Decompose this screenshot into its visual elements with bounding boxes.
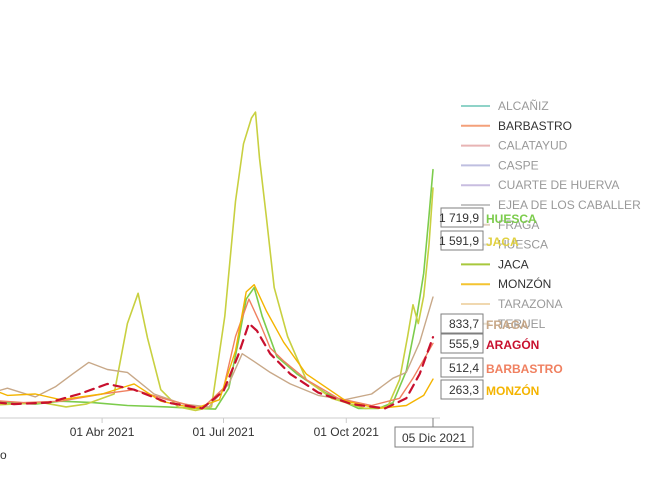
series-line-monzon <box>0 284 434 410</box>
callout-value: 512,4 <box>449 361 479 375</box>
legend-item-huesca: HUESCA <box>498 238 548 252</box>
callout-box <box>440 207 484 228</box>
legend-item-jaca: JACA <box>498 257 529 271</box>
series-line-barbastro <box>0 298 434 410</box>
series-line-jaca <box>0 111 434 412</box>
callout-value: 1 591,9 <box>439 234 479 248</box>
legend-item-calatayud: CALATAYUD <box>498 139 568 153</box>
callout-value: 833,7 <box>449 317 479 331</box>
cursor-box <box>394 426 474 448</box>
callout-aragon: 555,9 ARAGÓN <box>440 333 539 354</box>
callout-barbastro: 512,4 BARBASTRO <box>440 357 563 378</box>
bottom-left-fragment: o <box>0 448 7 462</box>
series-line-fraga <box>0 296 434 408</box>
callout-box <box>440 313 484 334</box>
legend-item-teruel: TERUEL <box>498 317 546 331</box>
x-tick-label: 01 Abr 2021 <box>70 425 135 439</box>
legend-item-cuarte-de-huerva: CUARTE DE HUERVA <box>498 178 619 192</box>
x-tick-label: 01 Jul 2021 <box>192 425 254 439</box>
callout-name: FRAGA <box>486 318 529 332</box>
legend-item-fraga: FRAGA <box>498 218 539 232</box>
callout-monzon: 263,3 MONZÓN <box>440 379 539 400</box>
x-axis: 01 Abr 2021 01 Jul 2021 01 Oct 2021 <box>0 417 440 439</box>
legend: ALCAÑIZ BARBASTRO CALATAYUD CASPE CUARTE DE … <box>461 99 641 331</box>
callout-name: ARAGÓN <box>486 337 539 352</box>
legend-item-caspe: CASPE <box>498 158 539 172</box>
callout-huesca: 1 719,9 HUESCA <box>439 207 537 228</box>
date-cursor: 05 Dic 2021 <box>394 418 474 448</box>
callout-value: 263,3 <box>449 383 479 397</box>
callout-name: MONZÓN <box>486 383 539 398</box>
legend-item-monzon: MONZÓN <box>498 276 551 291</box>
callout-box <box>440 230 484 251</box>
plot-area <box>0 111 435 412</box>
callout-fraga: 833,7 FRAGA <box>440 313 529 334</box>
callout-box <box>440 379 484 400</box>
legend-item-alcaniz: ALCAÑIZ <box>498 99 549 113</box>
end-value-callouts: 1 719,9 HUESCA 1 591,9 JACA 833,7 FRAGA 555,9 A… <box>439 207 563 400</box>
legend-item-ejea-de-los-caballer: EJEA DE LOS CABALLER <box>498 198 641 212</box>
callout-name: BARBASTRO <box>486 362 563 376</box>
callout-value: 555,9 <box>449 337 479 351</box>
legend-item-barbastro: BARBASTRO <box>498 119 572 133</box>
series-line-aragon <box>0 322 435 410</box>
legend-item-tarazona: TARAZONA <box>498 297 562 311</box>
callout-name: HUESCA <box>486 212 537 226</box>
callout-value: 1 719,9 <box>439 211 479 225</box>
callout-jaca: 1 591,9 JACA <box>439 230 519 251</box>
callout-name: JACA <box>486 235 519 249</box>
callout-box <box>440 357 484 378</box>
cursor-date-label: 05 Dic 2021 <box>402 431 466 445</box>
callout-box <box>440 333 484 354</box>
x-tick-label: 01 Oct 2021 <box>314 425 380 439</box>
